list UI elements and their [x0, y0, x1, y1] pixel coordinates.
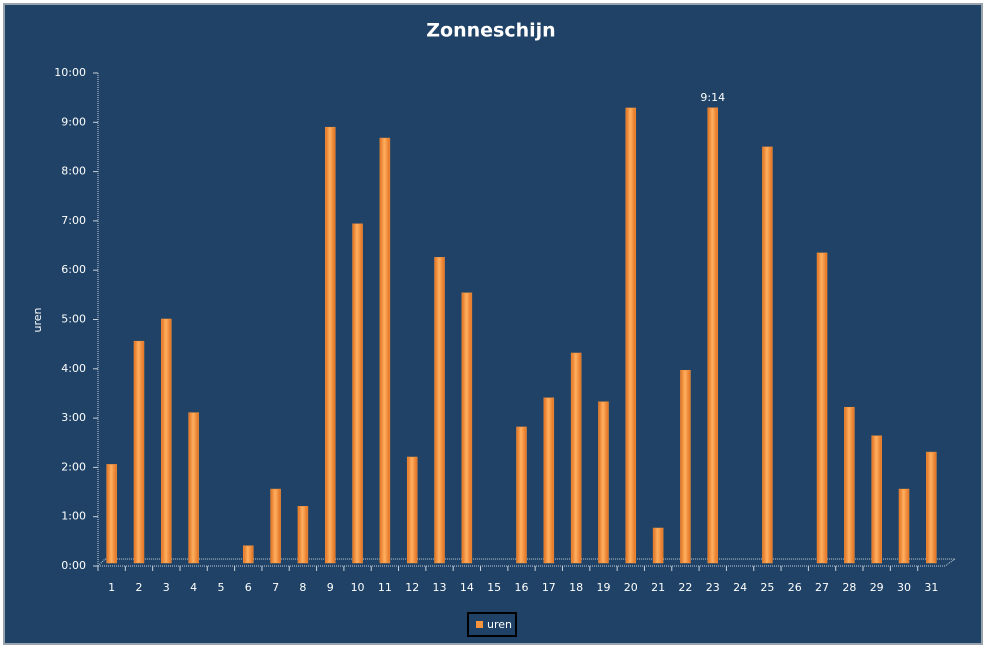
x-tick-label: 24: [733, 581, 747, 594]
x-tick-label: 23: [706, 581, 720, 594]
bar: [461, 292, 473, 564]
y-tick-label: 7:00: [61, 214, 86, 227]
bar: [652, 527, 664, 564]
bar: [871, 435, 882, 564]
x-tick-label: 6: [245, 581, 252, 594]
legend-label: uren: [487, 618, 512, 631]
x-tick-label: 14: [460, 581, 474, 594]
bar: [379, 137, 391, 564]
chart-title: Zonneschijn: [426, 20, 555, 42]
bar: [352, 223, 363, 564]
bar: [543, 397, 555, 564]
y-tick-label: 8:00: [61, 165, 86, 178]
x-tick-label: 15: [487, 581, 501, 594]
data-label: 9:14: [700, 91, 725, 104]
x-tick-label: 8: [299, 581, 306, 594]
x-tick-label: 13: [433, 581, 447, 594]
y-tick-label: 10:00: [54, 66, 86, 79]
bar: [434, 257, 445, 564]
x-tick-label: 27: [815, 581, 829, 594]
bar: [680, 369, 691, 564]
x-tick-label: 17: [542, 581, 556, 594]
bar: [188, 412, 199, 564]
y-tick-label: 9:00: [61, 115, 86, 128]
bar: [762, 146, 773, 564]
x-tick-label: 31: [924, 581, 938, 594]
bar: [625, 107, 637, 564]
bar: [106, 464, 117, 564]
x-tick-label: 20: [624, 581, 638, 594]
bar: [898, 488, 910, 564]
x-tick-label: 12: [405, 581, 419, 594]
x-tick-label: 25: [760, 581, 774, 594]
x-tick-label: 7: [272, 581, 279, 594]
y-tick-label: 5:00: [61, 313, 86, 326]
x-tick-label: 9: [327, 581, 334, 594]
x-tick-label: 16: [515, 581, 529, 594]
bar: [707, 107, 719, 564]
x-tick-label: 3: [163, 581, 170, 594]
bar: [297, 506, 309, 564]
y-tick-label: 4:00: [61, 362, 86, 375]
bar: [844, 406, 855, 564]
x-tick-label: 11: [378, 581, 392, 594]
y-tick-label: 6:00: [61, 263, 86, 276]
chart-background: [3, 3, 983, 645]
x-tick-label: 26: [788, 581, 802, 594]
x-tick-label: 29: [870, 581, 884, 594]
bar: [516, 426, 527, 564]
bar: [926, 451, 937, 564]
x-tick-label: 28: [842, 581, 856, 594]
y-tick-label: 2:00: [61, 460, 86, 473]
x-tick-label: 22: [678, 581, 692, 594]
legend-swatch: [476, 621, 483, 628]
bar: [270, 488, 281, 564]
x-tick-label: 2: [135, 581, 142, 594]
y-tick-label: 0:00: [61, 559, 86, 572]
x-tick-label: 30: [897, 581, 911, 594]
x-tick-label: 4: [190, 581, 197, 594]
bar: [161, 318, 172, 564]
x-tick-label: 21: [651, 581, 665, 594]
x-tick-label: 5: [217, 581, 224, 594]
x-tick-label: 18: [569, 581, 583, 594]
bar: [324, 126, 336, 564]
legend: [467, 612, 517, 637]
y-tick-label: 3:00: [61, 411, 86, 424]
bar: [598, 401, 609, 564]
bar: [133, 340, 145, 564]
bar: [243, 545, 254, 564]
y-axis-label: uren: [31, 307, 44, 332]
x-tick-label: 19: [596, 581, 610, 594]
bar: [570, 352, 582, 564]
floor: [97, 558, 957, 567]
y-tick-label: 1:00: [61, 510, 86, 523]
bar: [406, 456, 418, 564]
x-tick-label: 1: [108, 581, 115, 594]
bar: [816, 252, 828, 564]
x-tick-label: 10: [351, 581, 365, 594]
